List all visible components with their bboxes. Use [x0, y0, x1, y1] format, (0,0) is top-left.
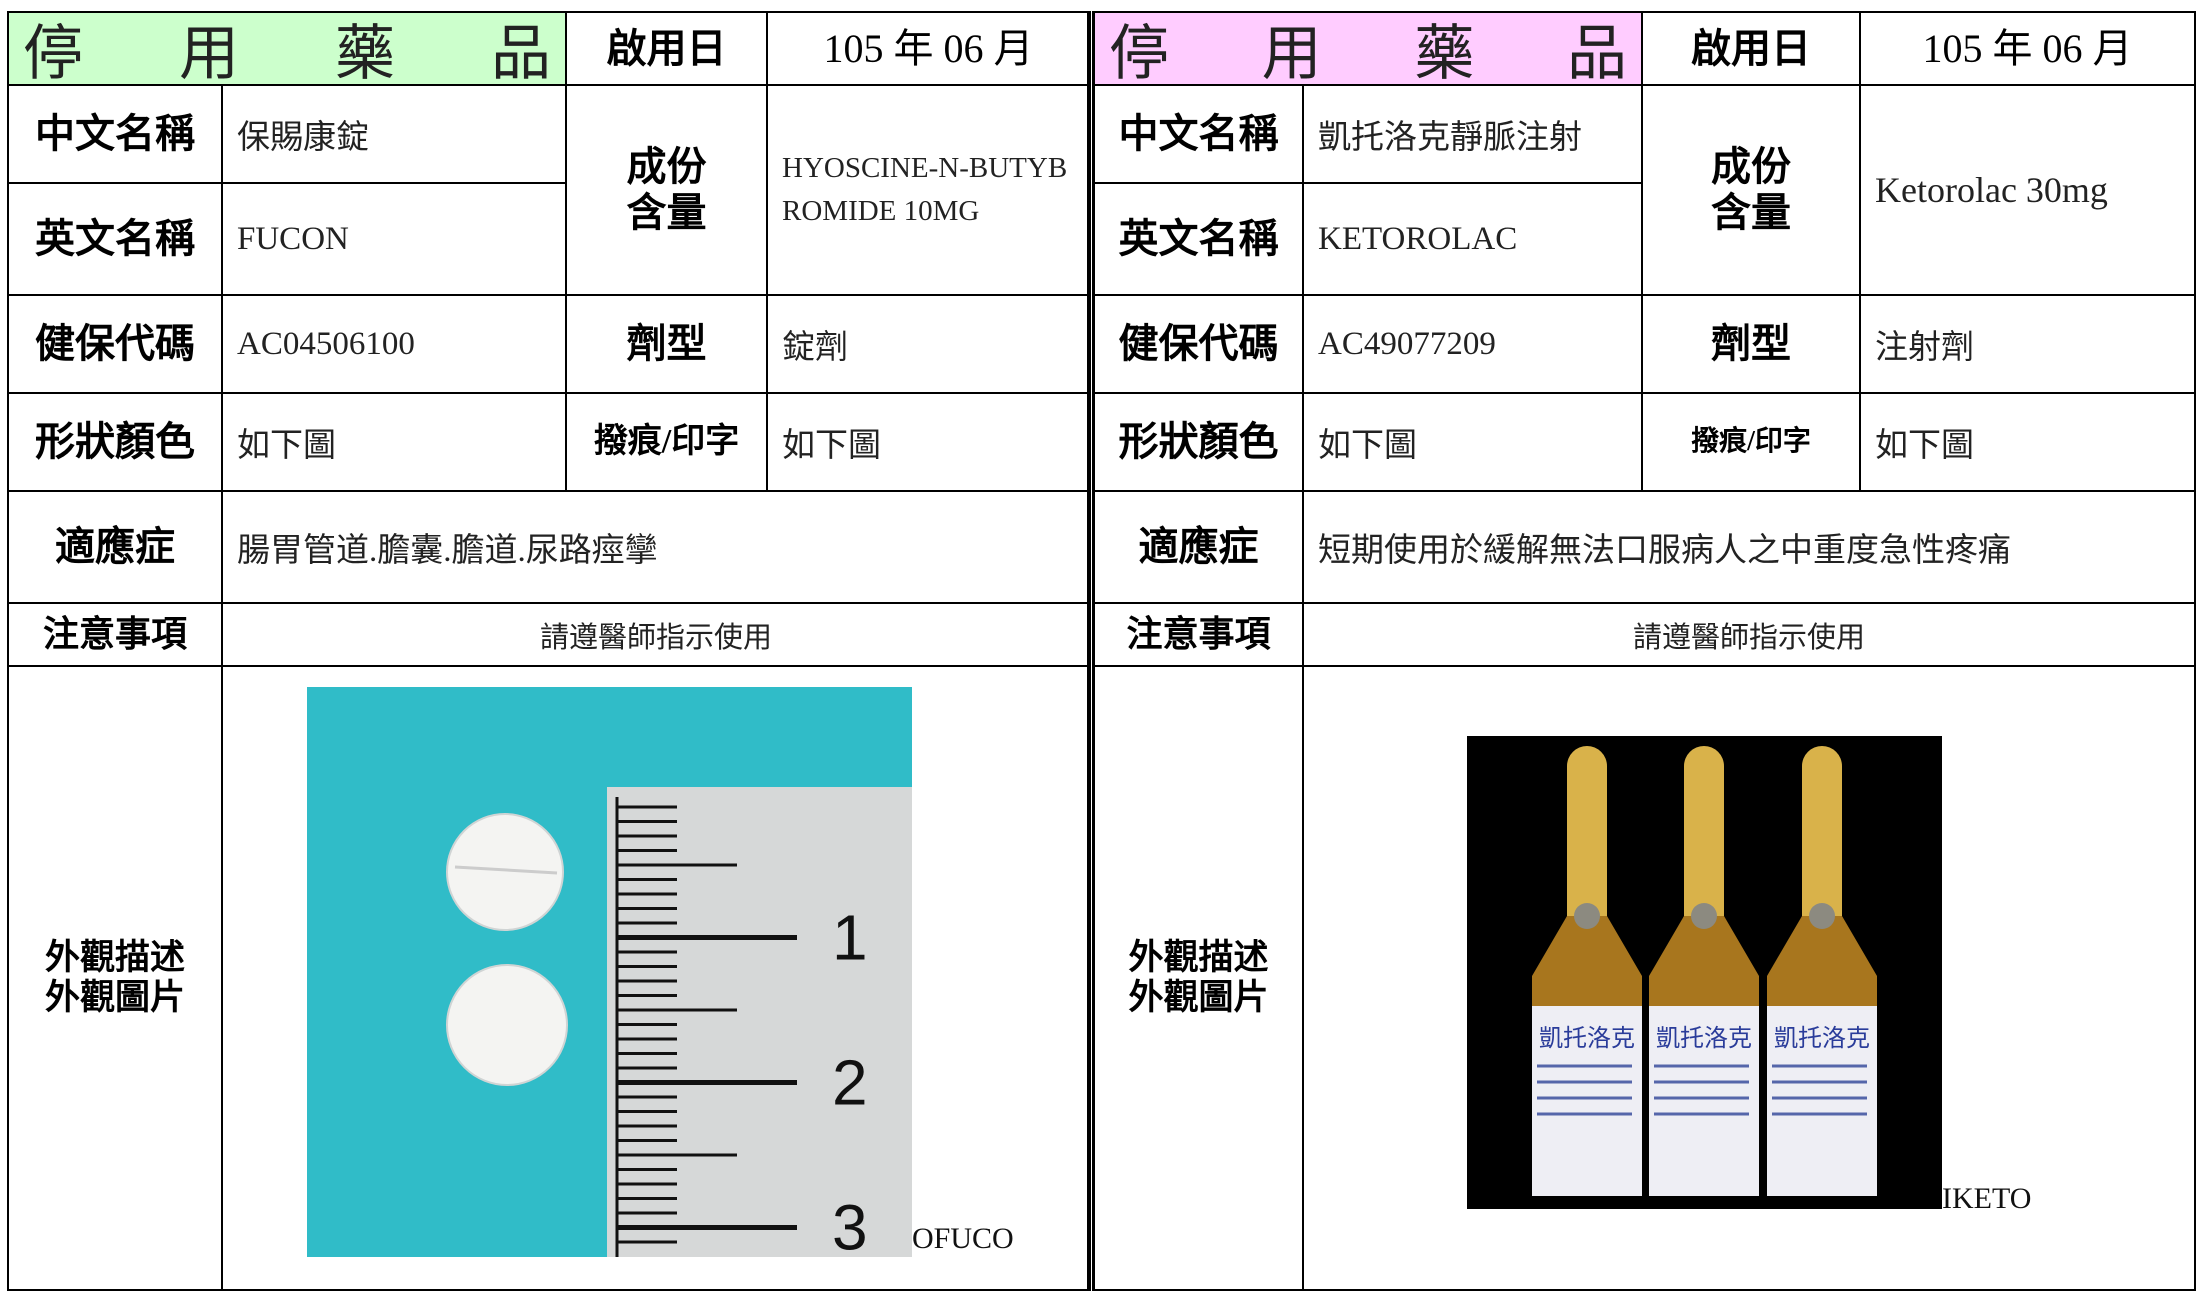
pill [446, 964, 568, 1086]
label: 形狀顏色 [7, 392, 223, 492]
label: 中文名稱 [7, 84, 223, 184]
card-divider [1087, 11, 1095, 1291]
ampoule-neck [1802, 746, 1842, 936]
label: 撥痕/印字 [565, 392, 768, 492]
ampoule-text: 凱托洛克 [1539, 1024, 1635, 1052]
value: HYOSCINE-N-BUTYBROMIDE 10MG [766, 84, 1091, 296]
value: 凱托洛克靜脈注射 [1302, 84, 1643, 184]
drug-photo: 1 2 3 [307, 687, 912, 1257]
value: 請遵醫師指示使用 [1302, 602, 2196, 667]
label: 成份 含量 [1641, 84, 1861, 296]
ampoule-text: 凱托洛克 [1774, 1024, 1870, 1052]
ampoule-neck [1567, 746, 1607, 936]
value: 如下圖 [1302, 392, 1643, 492]
image-area [221, 665, 1091, 1291]
label: 注意事項 [1093, 602, 1304, 667]
start-label: 啟用日 [1641, 11, 1861, 86]
label: 劑型 [565, 294, 768, 394]
ampoule-label [1767, 1006, 1877, 1196]
label: 外觀描述 外觀圖片 [7, 665, 223, 1291]
ampoule-label [1649, 1006, 1759, 1196]
value: 腸胃管道.膽囊.膽道.尿路痙攣 [221, 490, 1091, 604]
card-title: 停用藥品 [7, 11, 567, 86]
ampoule-label [1532, 1006, 1642, 1196]
label: 撥痕/印字 [1641, 392, 1861, 492]
label: 適應症 [7, 490, 223, 604]
ruler-label: 2 [832, 1047, 868, 1119]
value: Ketorolac 30mg [1859, 84, 2196, 296]
label: 注意事項 [7, 602, 223, 667]
label: 英文名稱 [7, 182, 223, 296]
image-caption: IKETO [1942, 1182, 2032, 1215]
ruler-label: 1 [832, 902, 868, 974]
pill-score [454, 865, 558, 875]
ruler [607, 787, 912, 1257]
label: 健保代碼 [1093, 294, 1304, 394]
image-caption: OFUCO [912, 1222, 1014, 1255]
image-area [1302, 665, 2196, 1291]
value: 注射劑 [1859, 294, 2196, 394]
value: KETOROLAC [1302, 182, 1643, 296]
label: 中文名稱 [1093, 84, 1304, 184]
card-title: 停用藥品 [1093, 11, 1643, 86]
label: 英文名稱 [1093, 182, 1304, 296]
ampoule-dot [1574, 903, 1600, 929]
value: 如下圖 [221, 392, 567, 492]
label: 外觀描述 外觀圖片 [1093, 665, 1304, 1291]
value: AC49077209 [1302, 294, 1643, 394]
ampoule-dot [1809, 903, 1835, 929]
pill [446, 813, 564, 931]
ampoule-dot [1691, 903, 1717, 929]
value: 保賜康錠 [221, 84, 567, 184]
label: 形狀顏色 [1093, 392, 1304, 492]
value: 如下圖 [766, 392, 1091, 492]
start-label: 啟用日 [565, 11, 768, 86]
value: 請遵醫師指示使用 [221, 602, 1091, 667]
title-text: 停用藥品 [1109, 21, 1627, 86]
start-date: 105 年 06 月 [766, 11, 1091, 86]
title-text: 停用藥品 [23, 21, 551, 86]
drug-photo: 凱托洛克 凱托洛克 凱托洛克 [1467, 736, 1942, 1209]
value: 錠劑 [766, 294, 1091, 394]
ampoule-text: 凱托洛克 [1656, 1024, 1752, 1052]
label: 健保代碼 [7, 294, 223, 394]
value: FUCON [221, 182, 567, 296]
start-date: 105 年 06 月 [1859, 11, 2196, 86]
label: 成份 含量 [565, 84, 768, 296]
value: AC04506100 [221, 294, 567, 394]
label: 劑型 [1641, 294, 1861, 394]
value: 短期使用於緩解無法口服病人之中重度急性疼痛 [1302, 490, 2196, 604]
ruler-label: 3 [832, 1192, 868, 1258]
value: 如下圖 [1859, 392, 2196, 492]
label: 適應症 [1093, 490, 1304, 604]
ampoule-neck [1684, 746, 1724, 936]
